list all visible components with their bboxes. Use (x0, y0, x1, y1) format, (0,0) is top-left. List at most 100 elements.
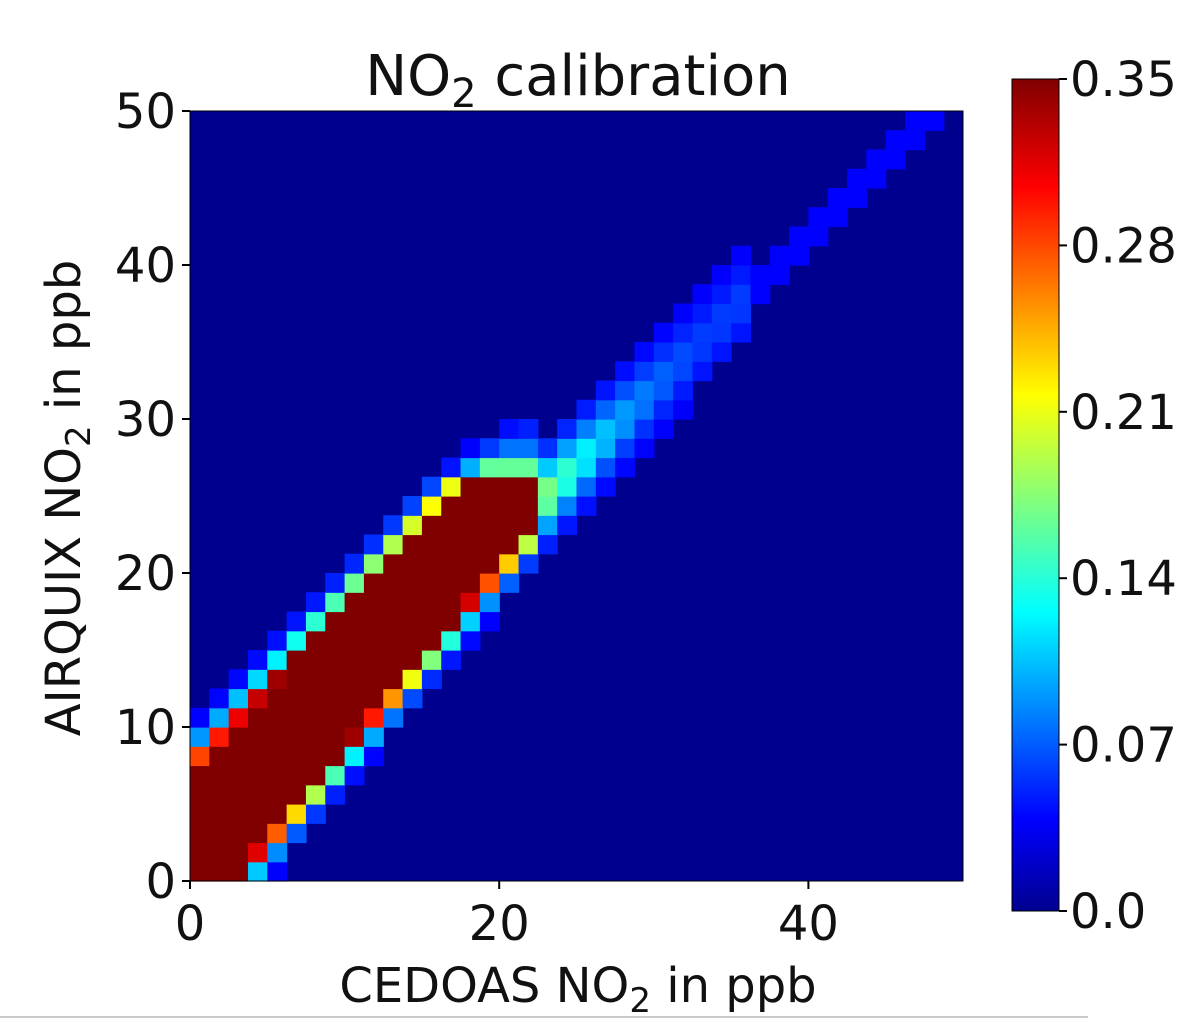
heatmap-cell (499, 496, 520, 516)
heatmap-cell (286, 746, 307, 767)
heatmap-cell (460, 496, 481, 516)
heatmap-cell (267, 746, 288, 767)
heatmap-cell (827, 188, 848, 208)
heatmap-cell (209, 688, 230, 709)
heatmap-cell (325, 746, 346, 767)
heatmap-cell (499, 553, 520, 574)
heatmap-cell (267, 861, 288, 882)
heatmap-cell (924, 111, 945, 131)
heatmap-cell (421, 669, 442, 690)
heatmap-cell (383, 650, 404, 670)
heatmap-cell (634, 361, 655, 382)
heatmap-cell (421, 476, 442, 497)
heatmap-cell (576, 496, 597, 516)
heatmap-cell (344, 573, 365, 593)
heatmap-cell (247, 688, 268, 709)
x-axis: 0 20 40 (175, 881, 839, 952)
heatmap-cell (460, 438, 481, 459)
heatmap-cell (421, 650, 442, 670)
heatmap-cell (673, 380, 694, 401)
heatmap-cell (518, 553, 539, 574)
heatmap-cell (537, 496, 558, 516)
heatmap-cell (402, 650, 423, 670)
heatmap-cell (499, 438, 520, 459)
plot-area (189, 110, 964, 882)
heatmap-cell (537, 457, 558, 478)
heatmap-cell (190, 804, 210, 824)
heatmap-cell (673, 399, 694, 420)
heatmap-cell (479, 573, 500, 593)
x-tick-label: 20 (469, 896, 530, 952)
heatmap-cell (421, 630, 442, 651)
heatmap-cell (383, 611, 404, 632)
heatmap-cell (441, 630, 462, 651)
colorbar-gradient (1011, 78, 1060, 912)
y-tick-label: 40 (115, 238, 176, 294)
heatmap-cell (305, 650, 326, 670)
heatmap-cell (595, 476, 616, 497)
heatmap-cell (247, 861, 268, 882)
heatmap-cell (305, 592, 326, 613)
heatmap-cell (247, 784, 268, 805)
heatmap-cell (267, 650, 288, 670)
heatmap-cell (789, 245, 810, 266)
heatmap-cell (460, 534, 481, 555)
heatmap-cell (190, 784, 210, 805)
heatmap-cell (653, 361, 674, 382)
heatmap-cell (518, 534, 539, 555)
heatmap-cell (769, 245, 790, 266)
heatmap-cell (344, 630, 365, 651)
heatmap-cell (344, 553, 365, 574)
heatmap-cell (247, 669, 268, 690)
heatmap-cell (673, 342, 694, 362)
heatmap-cell (363, 630, 384, 651)
heatmap-cell (325, 765, 346, 786)
heatmap-cell (267, 669, 288, 690)
heatmap-cell (305, 746, 326, 767)
heatmap-cell (557, 419, 578, 439)
heatmap-cell (286, 823, 307, 844)
heatmap-cell (885, 130, 906, 151)
heatmap-cell (228, 707, 249, 728)
heatmap-cell (209, 784, 230, 805)
colorbar-ticks: 0.0 0.07 0.14 0.21 0.28 0.35 (1059, 52, 1177, 940)
heatmap-cell (460, 573, 481, 593)
heatmap-cell (441, 515, 462, 536)
heatmap-cell (769, 265, 790, 285)
heatmap-cell (344, 669, 365, 690)
heatmap-cell (557, 496, 578, 516)
heatmap-cell (653, 399, 674, 420)
heatmap-cell (595, 380, 616, 401)
heatmap-cell (479, 534, 500, 555)
heatmap-cell (847, 188, 867, 208)
heatmap-cell (325, 688, 346, 709)
heatmap-cell (228, 784, 249, 805)
heatmap-cell (286, 784, 307, 805)
heatmap-cell (247, 804, 268, 824)
heatmap-cell (325, 784, 346, 805)
heatmap-cell (402, 592, 423, 613)
heatmap-cell (692, 322, 713, 343)
heatmap-cell (363, 611, 384, 632)
heatmap-cell (518, 457, 539, 478)
heatmap-cell (731, 322, 752, 343)
heatmap-cell (286, 650, 307, 670)
heatmap-cell (731, 265, 752, 285)
heatmap-cell (247, 823, 268, 844)
y-tick-label: 50 (115, 84, 176, 140)
heatmap-cell (305, 688, 326, 709)
x-tick-label: 40 (778, 896, 839, 952)
heatmap-cell (441, 457, 462, 478)
heatmap-cell (383, 534, 404, 555)
heatmap-cell (402, 553, 423, 574)
heatmap-cell (479, 553, 500, 574)
heatmap-cell (866, 149, 887, 170)
heatmap-cell (209, 746, 230, 767)
heatmap-cell (363, 746, 384, 767)
heatmap-cell (460, 515, 481, 536)
heatmap-cell (557, 515, 578, 536)
heatmap-cell (228, 727, 249, 747)
heatmap-cell (731, 303, 752, 324)
